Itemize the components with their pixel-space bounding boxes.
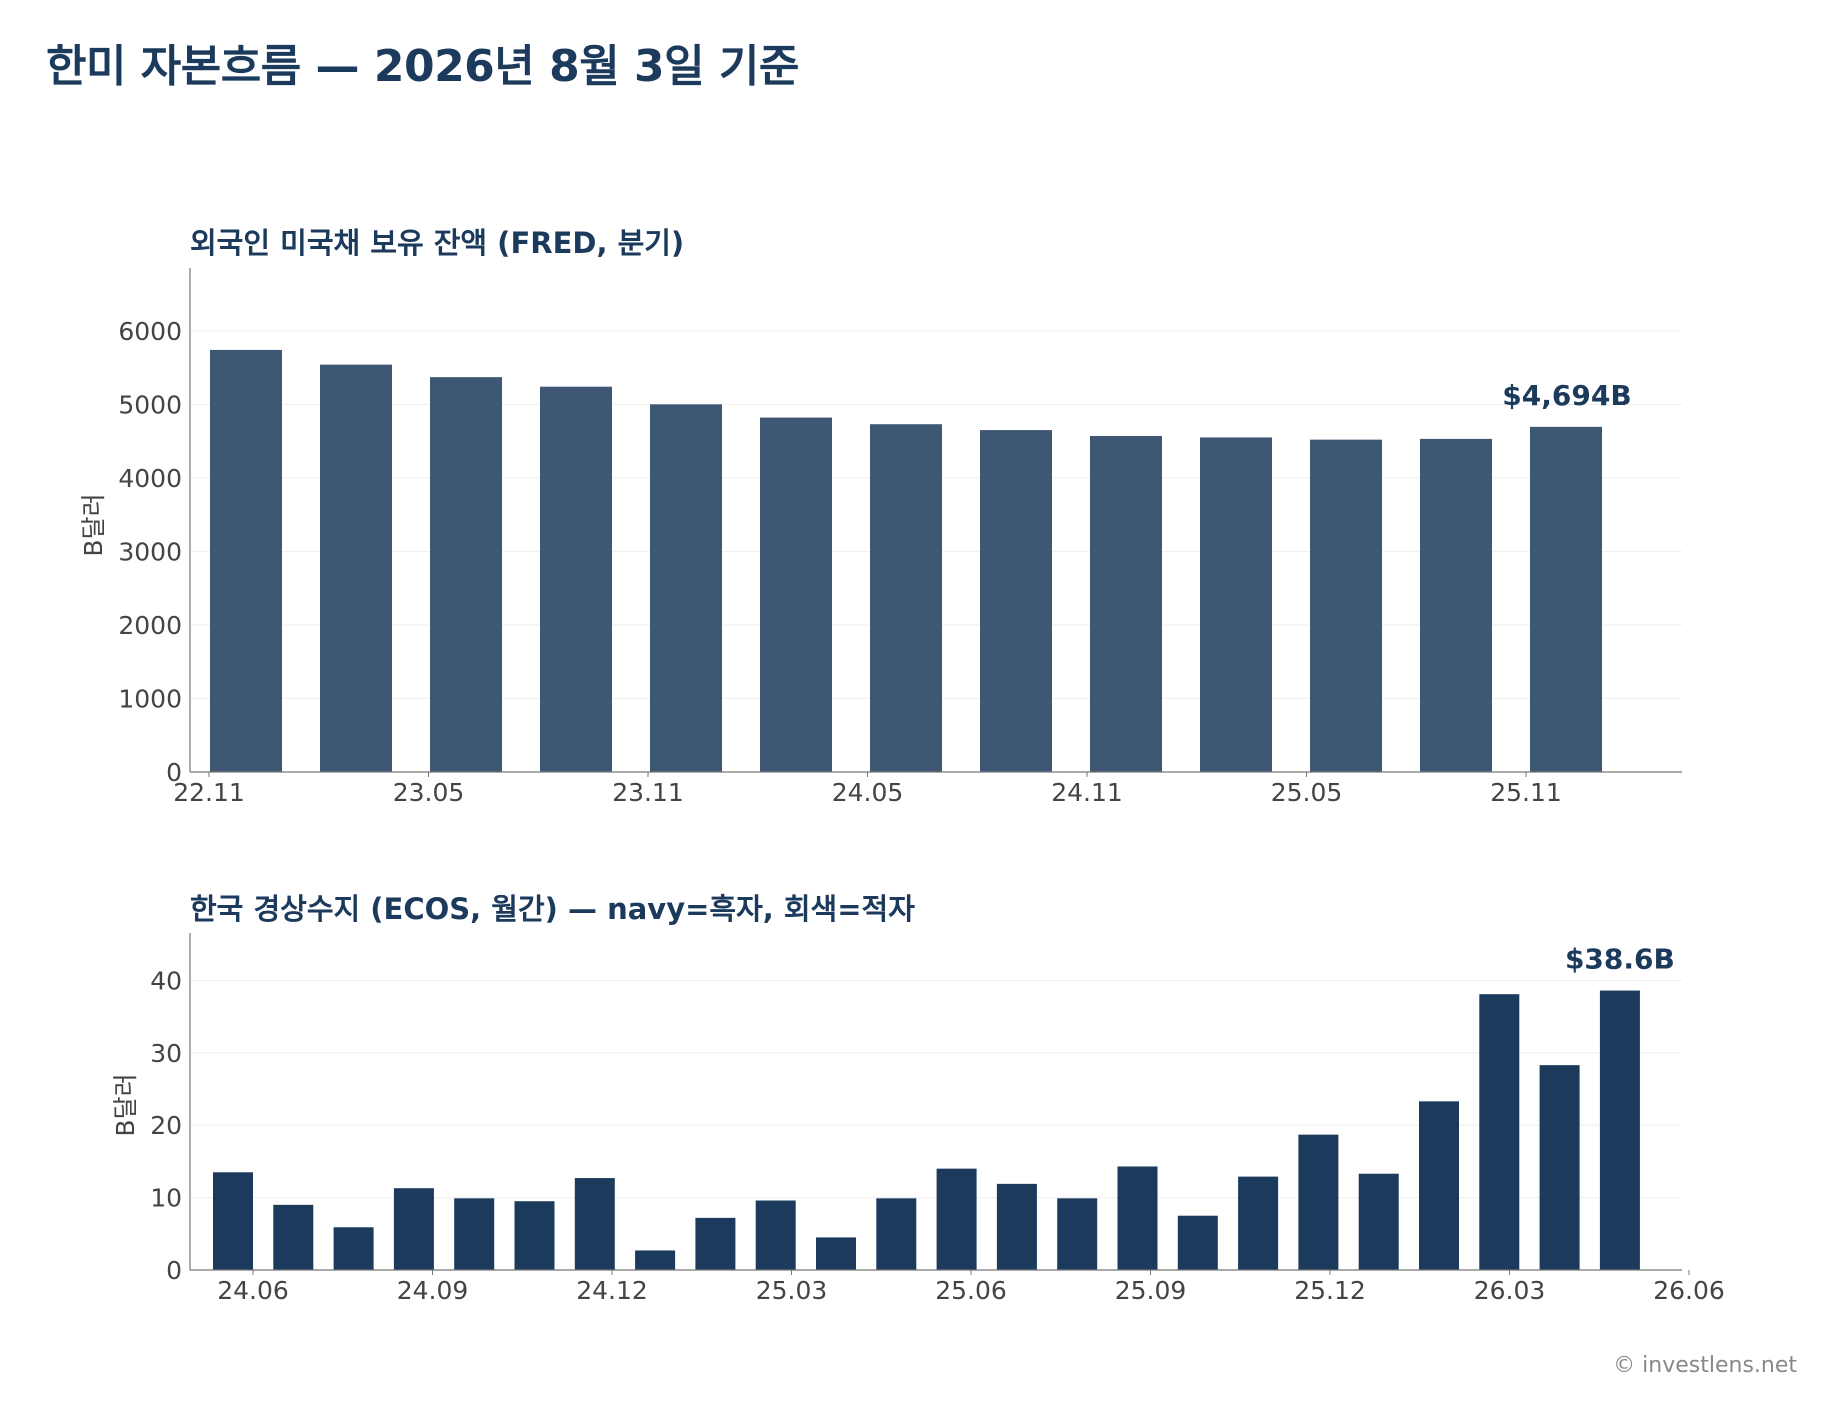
treasury-bar [760, 417, 832, 772]
treasury-x-tick-label: 23.05 [393, 778, 465, 807]
treasury-axes [189, 268, 1682, 773]
current-account-x-tick-label: 24.09 [397, 1276, 469, 1305]
treasury-chart-title: 외국인 미국채 보유 잔액 (FRED, 분기) [190, 226, 684, 260]
current-account-chart: 한국 경상수지 (ECOS, 월간) — navy=흑자, 회색=적자 B달러 … [111, 892, 1725, 1305]
current-account-bar [1238, 1176, 1279, 1270]
current-account-chart-title: 한국 경상수지 (ECOS, 월간) — navy=흑자, 회색=적자 [190, 892, 915, 926]
treasury-bar [1090, 435, 1162, 772]
current-account-bar [1117, 1166, 1158, 1270]
current-account-x-ticks: 24.06 24.09 24.12 25.03 25.06 25.09 25.12 26.03… [217, 1270, 1725, 1305]
page-title: 한미 자본흐름 — 2026년 8월 3일 기준 [46, 41, 799, 92]
current-account-bars [213, 990, 1640, 1270]
treasury-x-tick-label: 25.05 [1271, 778, 1343, 807]
treasury-bars [210, 349, 1602, 772]
treasury-y-tick-label: 6000 [118, 317, 182, 346]
treasury-holdings-chart: 외국인 미국채 보유 잔액 (FRED, 분기) B달러 0 1000 2000 30… [79, 226, 1682, 807]
treasury-y-tick-label: 3000 [118, 537, 182, 566]
current-account-bar [1419, 1101, 1459, 1270]
current-account-y-tick-label: 20 [150, 1111, 182, 1140]
treasury-bar [1200, 437, 1272, 772]
current-account-y-tick-label: 10 [150, 1184, 182, 1213]
current-account-y-ticks: 0 10 20 30 40 [150, 966, 182, 1285]
current-account-bar [1599, 990, 1640, 1270]
current-account-last-value-annotation: $38.6B [1565, 943, 1675, 976]
treasury-x-tick-label: 23.11 [612, 778, 684, 807]
treasury-bar [650, 404, 722, 772]
current-account-bar [574, 1178, 615, 1270]
current-account-bar [213, 1172, 253, 1270]
current-account-bar [273, 1204, 314, 1270]
current-account-bar [333, 1227, 374, 1270]
current-account-y-tick-label: 30 [150, 1039, 182, 1068]
treasury-x-tick-label: 22.11 [173, 778, 245, 807]
current-account-x-tick-label: 26.06 [1653, 1276, 1725, 1305]
current-account-bar [1177, 1215, 1218, 1270]
treasury-bar [1420, 438, 1492, 772]
treasury-bar [540, 386, 612, 772]
current-account-x-tick-label: 24.12 [576, 1276, 648, 1305]
current-account-bar [1358, 1173, 1399, 1270]
current-account-x-tick-label: 26.03 [1474, 1276, 1546, 1305]
treasury-bar [1530, 426, 1602, 772]
treasury-y-tick-label: 0 [166, 758, 182, 787]
current-account-bar [393, 1188, 434, 1270]
treasury-y-tick-label: 5000 [118, 390, 182, 419]
treasury-y-ticks: 0 1000 2000 3000 4000 5000 6000 [118, 317, 182, 787]
treasury-bar [320, 364, 392, 772]
current-account-axes [189, 933, 1682, 1271]
current-account-bar [996, 1183, 1037, 1270]
current-account-bar [1057, 1198, 1098, 1270]
current-account-bar [1298, 1134, 1339, 1270]
current-account-y-axis-label: B달러 [111, 1073, 140, 1136]
current-account-bar [755, 1200, 796, 1270]
treasury-bar [430, 377, 502, 772]
current-account-bar [454, 1198, 495, 1270]
treasury-y-tick-label: 1000 [118, 684, 182, 713]
treasury-bar [870, 424, 942, 772]
current-account-x-tick-label: 25.06 [935, 1276, 1007, 1305]
current-account-bar [514, 1201, 555, 1270]
treasury-bar [980, 430, 1052, 772]
current-account-bar [1479, 994, 1520, 1270]
credit: © investlens.net [1613, 1353, 1797, 1378]
current-account-x-tick-label: 25.03 [756, 1276, 828, 1305]
current-account-bar [816, 1237, 856, 1270]
treasury-x-tick-label: 24.11 [1051, 778, 1123, 807]
treasury-y-tick-label: 4000 [118, 464, 182, 493]
current-account-x-tick-label: 24.06 [217, 1276, 289, 1305]
treasury-y-axis-label: B달러 [79, 493, 108, 556]
treasury-y-tick-label: 2000 [118, 611, 182, 640]
treasury-last-value-annotation: $4,694B [1502, 379, 1631, 412]
current-account-bar [695, 1217, 736, 1270]
current-account-bar [876, 1198, 917, 1270]
treasury-x-tick-label: 24.05 [832, 778, 904, 807]
current-account-bar [1539, 1065, 1580, 1270]
current-account-bar [635, 1250, 676, 1270]
current-account-x-tick-label: 25.09 [1115, 1276, 1187, 1305]
current-account-y-tick-label: 40 [150, 966, 182, 995]
treasury-x-ticks: 22.11 23.05 23.11 24.05 24.11 25.05 25.11 [173, 772, 1562, 807]
current-account-x-tick-label: 25.12 [1294, 1276, 1366, 1305]
treasury-x-tick-label: 25.11 [1490, 778, 1562, 807]
current-account-bar [936, 1168, 977, 1270]
treasury-bar [210, 349, 282, 772]
current-account-y-tick-label: 0 [166, 1256, 182, 1285]
treasury-bar [1310, 439, 1382, 772]
